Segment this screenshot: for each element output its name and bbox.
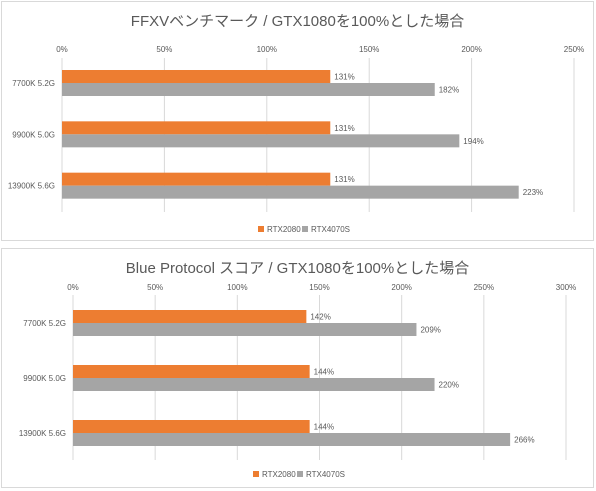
data-label: 194% [463, 137, 483, 146]
data-label: 131% [334, 175, 354, 184]
data-label: 182% [439, 86, 459, 95]
legend-swatch-rtx4070s [297, 471, 303, 477]
bar-rtx4070s [73, 433, 511, 446]
legend-swatch-rtx2080 [253, 471, 259, 477]
bar-rtx2080 [62, 121, 331, 135]
chart-panel-blue-protocol: Blue Protocol スコア / GTX1080を100%とした場合 0% 5… [1, 248, 594, 488]
data-label: 131% [334, 73, 354, 82]
x-tick-label: 200% [461, 45, 481, 54]
x-tick-label: 150% [309, 283, 329, 292]
x-tick-label: 200% [391, 283, 411, 292]
x-tick-label: 0% [67, 283, 79, 292]
x-tick-label: 150% [359, 45, 379, 54]
x-tick-label: 50% [147, 283, 163, 292]
data-label: 144% [314, 423, 334, 432]
bar-rtx2080 [73, 420, 310, 433]
data-label: 223% [523, 188, 543, 197]
category-label: 9900K 5.0G [12, 130, 55, 139]
legend-label: RTX2080 [267, 225, 301, 234]
bar-rtx2080 [73, 310, 307, 323]
x-tick-label: 0% [56, 45, 68, 54]
bar-rtx2080 [73, 365, 310, 378]
x-tick-label: 250% [474, 283, 494, 292]
bar-rtx4070s [73, 323, 417, 336]
data-label: 266% [514, 436, 534, 445]
category-label: 13900K 5.6G [19, 429, 66, 438]
legend-swatch-rtx4070s [302, 226, 308, 232]
category-label: 7700K 5.2G [23, 319, 66, 328]
data-label: 144% [314, 368, 334, 377]
chart-title: FFXVベンチマーク / GTX1080を100%とした場合 [131, 13, 464, 30]
bar-rtx4070s [62, 134, 460, 148]
bar-rtx4070s [62, 83, 435, 96]
category-label: 7700K 5.2G [12, 79, 55, 88]
x-tick-label: 100% [257, 45, 277, 54]
category-label: 9900K 5.0G [23, 374, 66, 383]
data-label: 142% [310, 313, 330, 322]
chart-blue-protocol: Blue Protocol スコア / GTX1080を100%とした場合 0% 5… [19, 260, 576, 479]
x-tick-label: 300% [556, 283, 576, 292]
chart-panel-ffxv: FFXVベンチマーク / GTX1080を100%とした場合 0% 50% 100% 1… [1, 1, 594, 241]
bar-rtx2080 [62, 172, 331, 186]
legend-label: RTX4070S [311, 225, 350, 234]
bar-rtx4070s [73, 378, 435, 391]
x-tick-label: 100% [227, 283, 247, 292]
data-label: 209% [420, 326, 440, 335]
legend-label: RTX4070S [306, 470, 345, 479]
legend-label: RTX2080 [262, 470, 296, 479]
bar-rtx4070s [62, 185, 519, 199]
data-label: 131% [334, 124, 354, 133]
chart-title: Blue Protocol スコア / GTX1080を100%とした場合 [126, 260, 469, 277]
chart-ffxv: FFXVベンチマーク / GTX1080を100%とした場合 0% 50% 100% 1… [8, 13, 584, 234]
x-tick-label: 250% [564, 45, 584, 54]
data-label: 220% [439, 381, 459, 390]
x-tick-label: 50% [156, 45, 172, 54]
legend-swatch-rtx2080 [258, 226, 264, 232]
bar-rtx2080 [62, 70, 331, 83]
category-label: 13900K 5.6G [8, 182, 55, 191]
